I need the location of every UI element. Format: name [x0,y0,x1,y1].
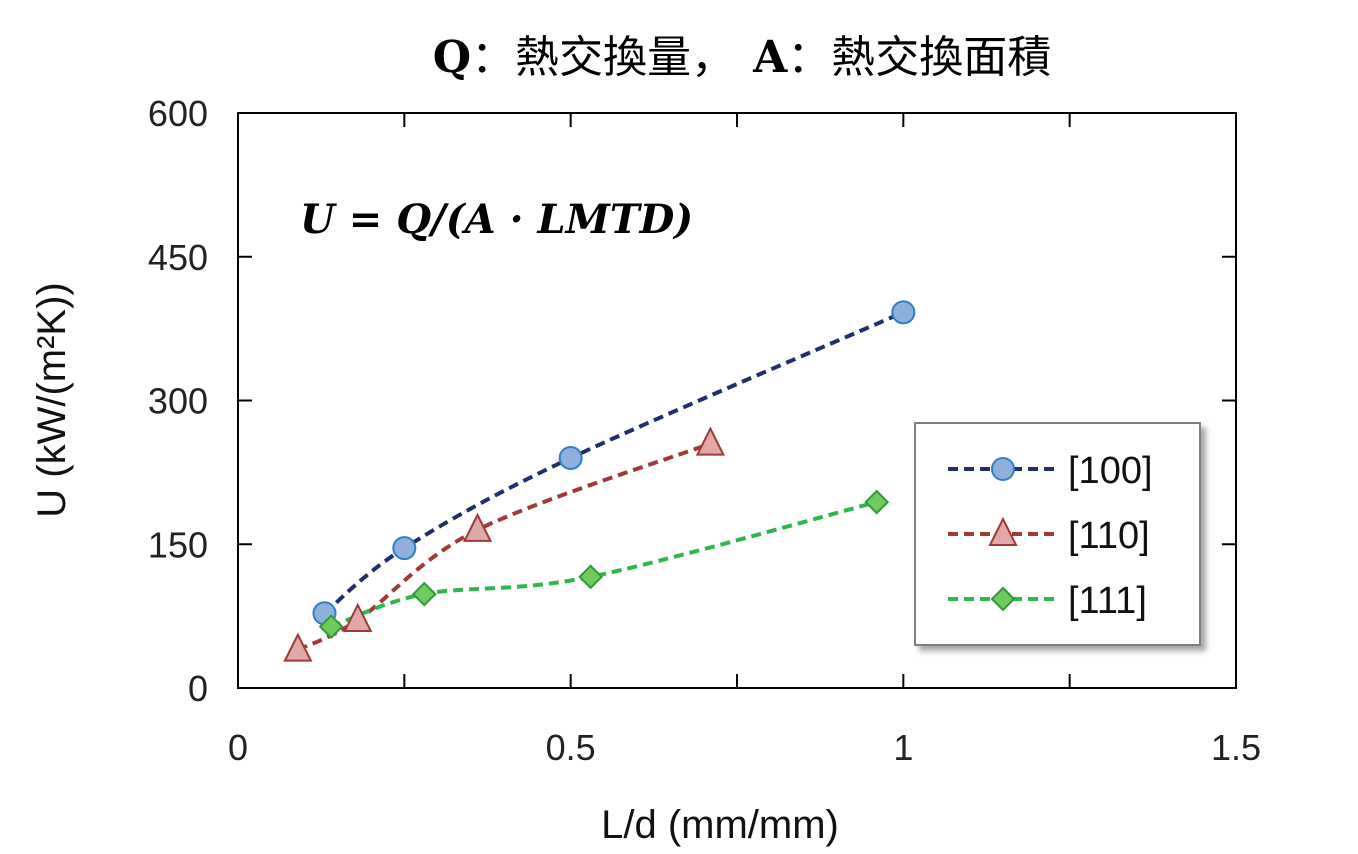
title-q-variable: Q [433,32,471,83]
legend-entry-1-label: [100] [1068,450,1153,492]
legend: [100] [110] [111] [914,422,1201,646]
title-a-variable: A [752,32,788,83]
series-2-point [283,632,313,662]
legend-entry-1-marker [991,457,1015,481]
series-2-point [343,602,373,632]
formula-annotation: U = Q/(A · LMTD) [300,196,693,243]
series-3-point [578,564,604,590]
x-tick-label: 1 [893,727,913,768]
series-3-point [864,489,890,515]
y-tick-label: 300 [148,381,208,422]
x-tick-label: 1.5 [1211,727,1261,768]
x-tick-label: 0.5 [546,727,596,768]
legend-items: [100] [110] [111] [948,450,1153,622]
series-markers-layer [283,300,916,662]
title-q-description: ：熱交換量， [471,32,735,83]
series-1-point [392,536,417,561]
series-2-point [462,512,493,542]
series-1-point [558,446,583,470]
y-axis-label: U (kW/(m²K)) [30,282,74,517]
series-3-point [411,581,437,607]
series-2-point [695,426,726,456]
ticks-layer: 0 150 300 450 600 0 0.5 1 1.5 [148,93,1261,768]
legend-entry-3-label: [111] [1068,580,1147,622]
y-tick-label: 600 [148,93,208,134]
legend-entry-2-marker [988,516,1018,546]
legend-entry-3-marker [990,586,1016,612]
series-3-point [318,614,344,640]
chart-title: Q：熱交換量， A：熱交換面積 [433,32,1051,83]
legend-box [914,422,1201,646]
y-tick-label: 150 [148,524,208,565]
series-1-line [323,310,905,615]
y-tick-label: 0 [188,668,208,709]
series-1-point [891,300,916,325]
x-tick-label: 0 [228,727,248,768]
y-tick-label: 450 [148,237,208,278]
title-a-description: ：熱交換面積 [787,32,1051,83]
legend-entry-2-label: [110] [1068,515,1150,557]
x-axis-label: L/d (mm/mm) [601,803,839,847]
